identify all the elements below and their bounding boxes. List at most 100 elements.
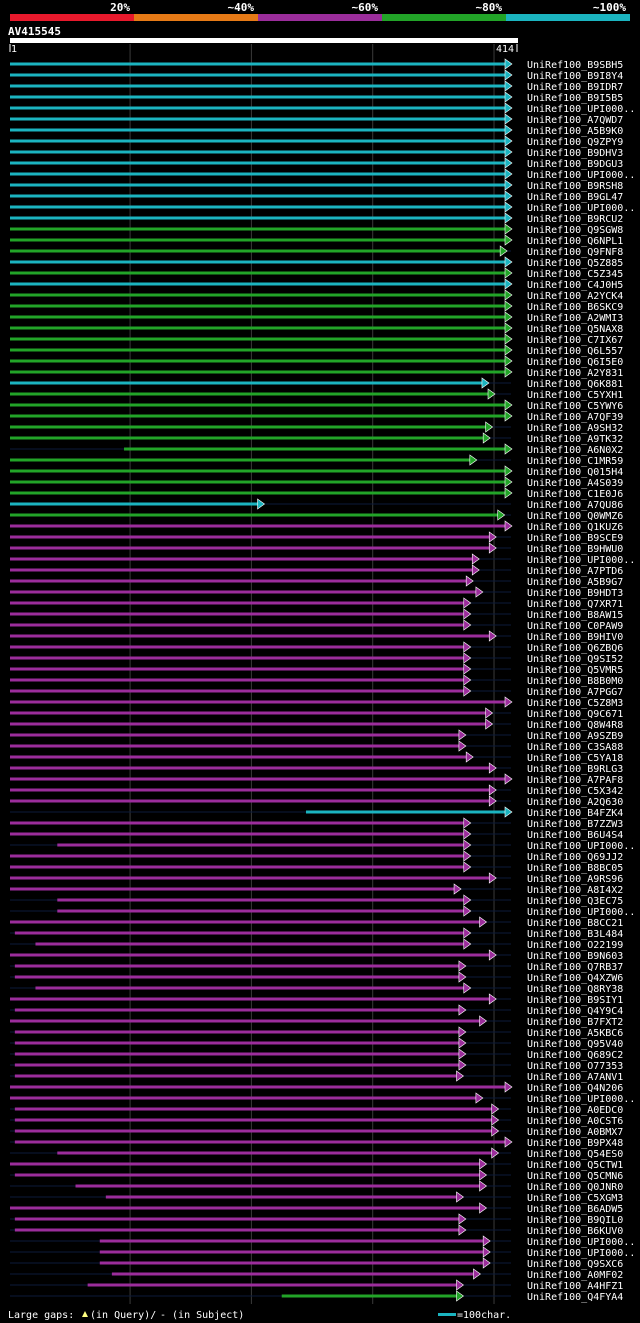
hit-row[interactable]: UniRef100_Q7XR71 xyxy=(10,597,623,610)
hit-bar[interactable] xyxy=(305,810,506,814)
hit-bar[interactable] xyxy=(10,645,465,649)
hit-label[interactable]: UniRef100_Q7XR71 xyxy=(527,599,623,610)
hit-row[interactable]: UniRef100_A9TK32 xyxy=(10,432,623,445)
hit-label[interactable]: UniRef100_C5XGM3 xyxy=(527,1193,623,1204)
hit-bar[interactable] xyxy=(14,964,460,968)
hit-bar[interactable] xyxy=(75,1184,481,1188)
hit-bar[interactable] xyxy=(105,1195,458,1199)
hit-row[interactable]: UniRef100_B9HDT3 xyxy=(10,586,623,599)
hit-bar[interactable] xyxy=(14,1030,460,1034)
hit-bar[interactable] xyxy=(87,1283,458,1287)
hit-bar[interactable] xyxy=(10,821,465,825)
hit-label[interactable]: UniRef100_B4FZK4 xyxy=(527,808,623,819)
hit-bar[interactable] xyxy=(10,1085,506,1089)
hit-label[interactable]: UniRef100_C1E0J6 xyxy=(527,489,623,500)
hit-row[interactable]: UniRef100_Q95V40 xyxy=(10,1037,623,1050)
hit-bar[interactable] xyxy=(10,733,460,737)
hit-bar[interactable] xyxy=(14,1129,493,1133)
hit-bar[interactable] xyxy=(10,590,477,594)
hit-row[interactable]: UniRef100_A2WMI3 xyxy=(10,311,623,324)
hit-bar[interactable] xyxy=(10,271,506,275)
hit-row[interactable]: UniRef100_Q5VMR5 xyxy=(10,663,623,676)
hit-label[interactable]: UniRef100_A8I4X2 xyxy=(527,885,623,896)
hit-label[interactable]: UniRef100_C5YWY6 xyxy=(527,401,623,412)
hit-label[interactable]: UniRef100_Q689C2 xyxy=(527,1050,623,1061)
hit-label[interactable]: UniRef100_Q5CTW1 xyxy=(527,1160,623,1171)
hit-bar[interactable] xyxy=(14,1008,460,1012)
hit-label[interactable]: UniRef100_UPI000.. xyxy=(527,907,635,918)
hit-bar[interactable] xyxy=(111,1272,475,1276)
hit-bar[interactable] xyxy=(57,1151,493,1155)
hit-row[interactable]: UniRef100_C0PAW9 xyxy=(10,619,623,632)
hit-row[interactable]: UniRef100_Q1KUZ6 xyxy=(10,520,623,533)
hit-bar[interactable] xyxy=(10,315,506,319)
hit-row[interactable]: UniRef100_Q4N206 xyxy=(10,1081,623,1094)
hit-label[interactable]: UniRef100_Q6ZBQ6 xyxy=(527,643,623,654)
hit-row[interactable]: UniRef100_UPI000.. xyxy=(10,553,635,566)
hit-label[interactable]: UniRef100_A4HFZ1 xyxy=(527,1281,623,1292)
hit-row[interactable]: UniRef100_A7PGG7 xyxy=(10,685,623,698)
hit-label[interactable]: UniRef100_B9RSH8 xyxy=(527,181,623,192)
hit-bar[interactable] xyxy=(10,920,481,924)
hit-row[interactable]: UniRef100_Q0WMZ6 xyxy=(10,509,623,522)
hit-row[interactable]: UniRef100_UPI000.. xyxy=(10,168,635,181)
hit-row[interactable]: UniRef100_B8CC21 xyxy=(10,916,623,929)
hit-row[interactable]: UniRef100_C5Z8M3 xyxy=(10,696,623,709)
hit-row[interactable]: UniRef100_Q6I5E0 xyxy=(10,355,623,368)
hit-label[interactable]: UniRef100_A2Y831 xyxy=(527,368,623,379)
hit-bar[interactable] xyxy=(10,491,506,495)
hit-label[interactable]: UniRef100_A9SH32 xyxy=(527,423,623,434)
hit-label[interactable]: UniRef100_Q9SI52 xyxy=(527,654,623,665)
hit-row[interactable]: UniRef100_Q3EC75 xyxy=(10,894,623,907)
hit-bar[interactable] xyxy=(10,282,506,286)
hit-row[interactable]: UniRef100_Q689C2 xyxy=(10,1048,623,1061)
hit-bar[interactable] xyxy=(10,788,491,792)
hit-row[interactable]: UniRef100_B9PX48 xyxy=(10,1136,623,1149)
hit-row[interactable]: UniRef100_A9RS96 xyxy=(10,872,623,885)
hit-row[interactable]: UniRef100_C3SA88 xyxy=(10,740,623,753)
hit-row[interactable]: UniRef100_Q54ES0 xyxy=(10,1147,623,1160)
hit-bar[interactable] xyxy=(10,535,491,539)
hit-row[interactable]: UniRef100_B9DHV3 xyxy=(10,146,623,159)
hit-row[interactable]: UniRef100_Q6L557 xyxy=(10,344,623,357)
hit-bar[interactable] xyxy=(281,1294,458,1298)
hit-row[interactable]: UniRef100_A5B9K0 xyxy=(10,124,623,137)
hit-bar[interactable] xyxy=(10,139,506,143)
hit-row[interactable]: UniRef100_O22199 xyxy=(10,938,623,951)
hit-label[interactable]: UniRef100_C5Z345 xyxy=(527,269,623,280)
hit-label[interactable]: UniRef100_UPI000.. xyxy=(527,104,635,115)
hit-row[interactable]: UniRef100_C5YA18 xyxy=(10,751,623,764)
hit-bar[interactable] xyxy=(10,667,465,671)
hit-row[interactable]: UniRef100_B9SIY1 xyxy=(10,993,623,1006)
hit-row[interactable]: UniRef100_UPI000.. xyxy=(10,102,635,115)
hit-label[interactable]: UniRef100_B8BC05 xyxy=(527,863,623,874)
hit-bar[interactable] xyxy=(10,172,506,176)
hit-bar[interactable] xyxy=(10,260,506,264)
hit-bar[interactable] xyxy=(10,777,506,781)
hit-bar[interactable] xyxy=(10,117,506,121)
hit-row[interactable]: UniRef100_A2YCK4 xyxy=(10,289,623,302)
hit-bar[interactable] xyxy=(10,414,506,418)
hit-bar[interactable] xyxy=(10,150,506,154)
hit-bar[interactable] xyxy=(10,326,506,330)
hit-bar[interactable] xyxy=(10,832,465,836)
hit-bar[interactable] xyxy=(57,898,465,902)
hit-label[interactable]: UniRef100_UPI000.. xyxy=(527,1237,635,1248)
hit-label[interactable]: UniRef100_A5B9G7 xyxy=(527,577,623,588)
hit-label[interactable]: UniRef100_UPI000.. xyxy=(527,1094,635,1105)
hit-bar[interactable] xyxy=(10,623,465,627)
hit-label[interactable]: UniRef100_A7PGG7 xyxy=(527,687,623,698)
hit-label[interactable]: UniRef100_Q1KUZ6 xyxy=(527,522,623,533)
hit-row[interactable]: UniRef100_B9IDR7 xyxy=(10,80,623,93)
hit-bar[interactable] xyxy=(10,73,506,77)
hit-label[interactable]: UniRef100_B9RLG3 xyxy=(527,764,623,775)
hit-label[interactable]: UniRef100_UPI000.. xyxy=(527,555,635,566)
hit-bar[interactable] xyxy=(10,612,465,616)
hit-label[interactable]: UniRef100_B6SKC9 xyxy=(527,302,623,313)
hit-label[interactable]: UniRef100_Q0WMZ6 xyxy=(527,511,623,522)
hit-bar[interactable] xyxy=(10,634,491,638)
hit-row[interactable]: UniRef100_UPI000.. xyxy=(10,1092,635,1105)
hit-bar[interactable] xyxy=(14,1118,493,1122)
hit-bar[interactable] xyxy=(10,403,506,407)
hit-label[interactable]: UniRef100_A7QU86 xyxy=(527,500,623,511)
